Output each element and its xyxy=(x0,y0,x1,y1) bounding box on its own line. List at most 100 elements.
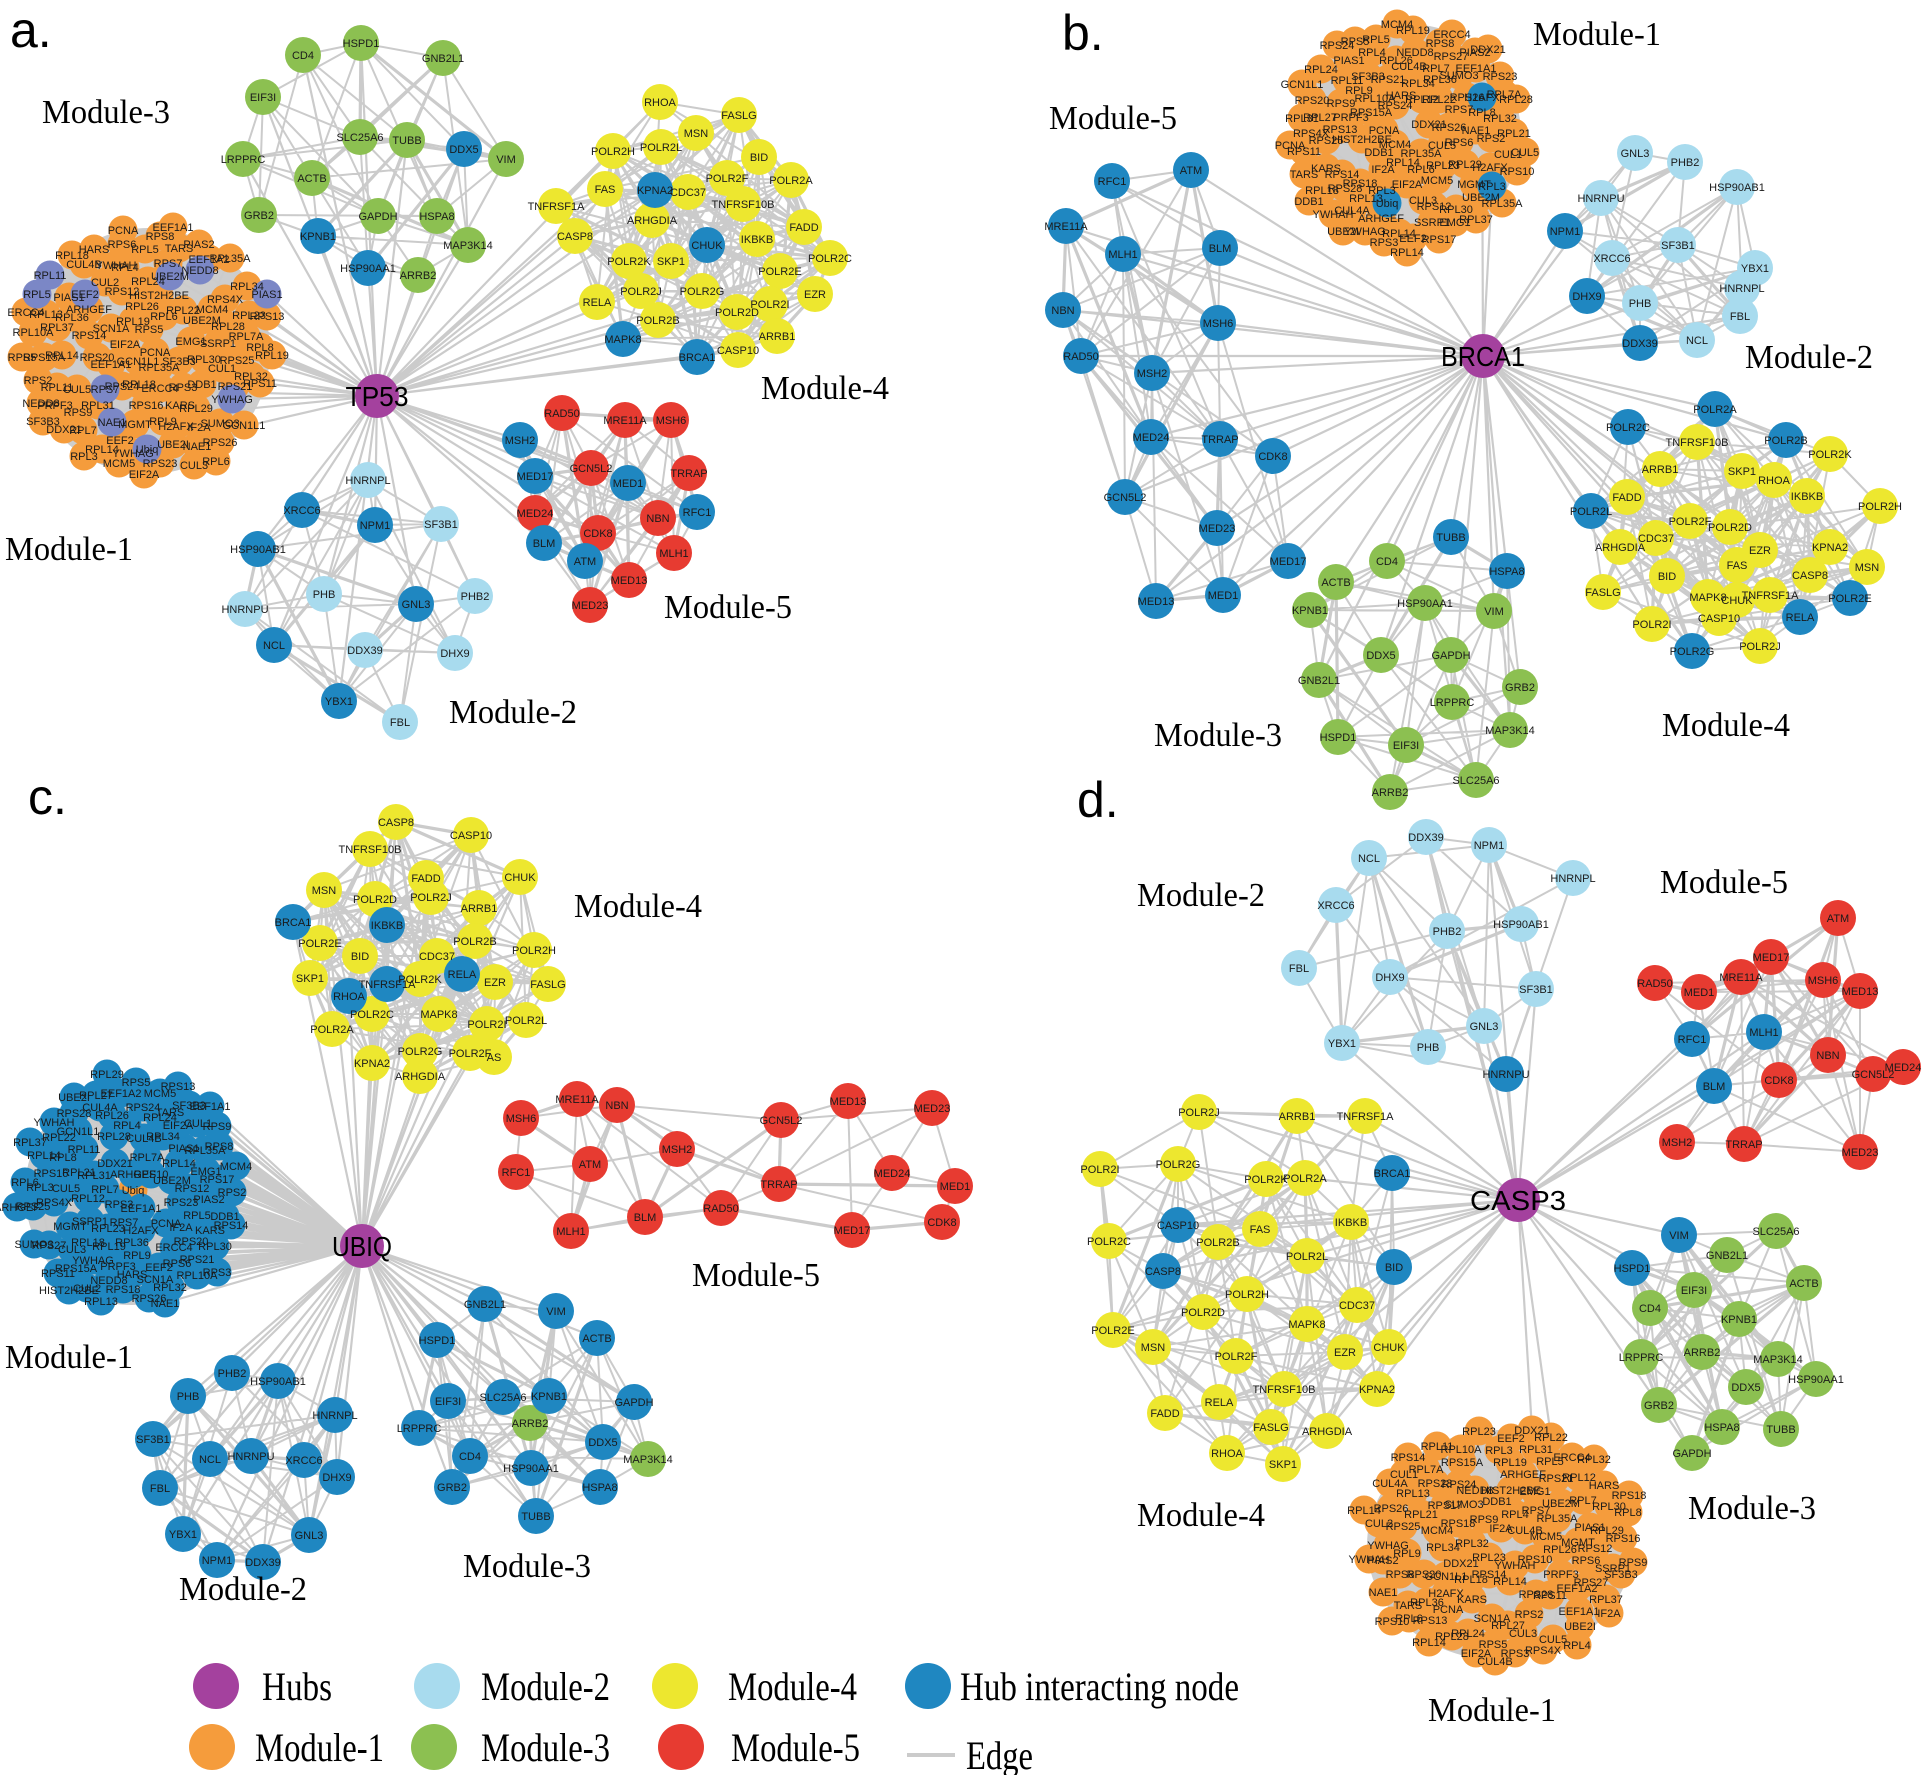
svg-text:RPS3: RPS3 xyxy=(105,1199,134,1211)
svg-text:RPS15A: RPS15A xyxy=(55,1263,98,1275)
svg-text:EEF2: EEF2 xyxy=(1399,233,1427,245)
svg-text:PHB2: PHB2 xyxy=(1671,157,1700,169)
svg-text:PHB: PHB xyxy=(313,589,336,601)
svg-text:IKBKB: IKBKB xyxy=(1791,491,1823,503)
svg-text:TRRAP: TRRAP xyxy=(1725,1139,1762,1151)
svg-text:RPL30: RPL30 xyxy=(187,354,221,366)
svg-text:DDB1: DDB1 xyxy=(210,1211,239,1223)
svg-text:RFC1: RFC1 xyxy=(502,1167,531,1179)
svg-text:CUL4B: CUL4B xyxy=(1477,1656,1512,1668)
svg-text:RPL14: RPL14 xyxy=(45,350,79,362)
svg-text:RPS14: RPS14 xyxy=(1391,1452,1426,1464)
svg-text:RPS23: RPS23 xyxy=(164,1197,199,1209)
svg-text:MSN: MSN xyxy=(684,128,709,140)
svg-text:KPNA2: KPNA2 xyxy=(1359,1384,1395,1396)
svg-text:RPL5: RPL5 xyxy=(1536,1456,1564,1468)
svg-text:MSN: MSN xyxy=(1141,1342,1166,1354)
svg-text:POLR2L: POLR2L xyxy=(505,1015,547,1027)
svg-text:RPS14: RPS14 xyxy=(1472,1569,1507,1581)
svg-text:RPL35A: RPL35A xyxy=(139,362,181,374)
svg-text:RPS5: RPS5 xyxy=(122,1077,151,1089)
svg-text:RPL11: RPL11 xyxy=(68,1144,101,1156)
svg-text:MAPK8: MAPK8 xyxy=(604,334,641,346)
svg-text:XRCC6: XRCC6 xyxy=(285,1455,322,1467)
svg-text:SKP1: SKP1 xyxy=(657,256,685,268)
svg-text:ARHGDIA: ARHGDIA xyxy=(1302,1426,1353,1438)
svg-text:IF2A: IF2A xyxy=(169,1222,193,1234)
svg-text:CUL2: CUL2 xyxy=(73,1283,101,1295)
svg-text:RPS24: RPS24 xyxy=(105,381,140,393)
svg-text:GAPDH: GAPDH xyxy=(1672,1448,1711,1460)
svg-text:PRPF3: PRPF3 xyxy=(1543,1569,1578,1581)
svg-text:RPL11: RPL11 xyxy=(1421,1441,1454,1453)
svg-text:GCN5L2: GCN5L2 xyxy=(570,463,613,475)
svg-text:NBN: NBN xyxy=(605,1100,628,1112)
svg-text:RAD50: RAD50 xyxy=(703,1203,738,1215)
svg-text:MSH6: MSH6 xyxy=(506,1113,537,1125)
svg-text:TNFRSF1A: TNFRSF1A xyxy=(359,979,417,991)
svg-text:RPL21: RPL21 xyxy=(1404,1509,1438,1521)
svg-text:TUBB: TUBB xyxy=(521,1511,550,1523)
svg-text:RPS21: RPS21 xyxy=(180,1254,215,1266)
svg-text:DDB1: DDB1 xyxy=(1364,147,1393,159)
svg-text:POLR2H: POLR2H xyxy=(512,945,556,957)
svg-text:PHB: PHB xyxy=(1417,1042,1440,1054)
svg-text:PIAS1: PIAS1 xyxy=(1574,1522,1605,1534)
svg-text:IKBKB: IKBKB xyxy=(1335,1217,1367,1229)
svg-text:RPL8: RPL8 xyxy=(49,1152,77,1164)
svg-text:PCNA: PCNA xyxy=(140,347,171,359)
svg-text:KPNA2: KPNA2 xyxy=(637,185,673,197)
svg-text:POLR2C: POLR2C xyxy=(1606,422,1650,434)
svg-text:GNB2L1: GNB2L1 xyxy=(464,1299,506,1311)
svg-text:GNL3: GNL3 xyxy=(295,1530,324,1542)
svg-text:RPL31: RPL31 xyxy=(1285,113,1319,125)
svg-text:Module-1: Module-1 xyxy=(255,1725,384,1770)
svg-text:NEDD8: NEDD8 xyxy=(181,265,218,277)
svg-text:RPS8: RPS8 xyxy=(1426,38,1455,50)
svg-text:RPL13: RPL13 xyxy=(84,1296,118,1308)
svg-text:RELA: RELA xyxy=(1205,1397,1234,1409)
svg-text:TRRAP: TRRAP xyxy=(670,468,707,480)
svg-text:DDX39: DDX39 xyxy=(1408,832,1443,844)
svg-text:NBN: NBN xyxy=(1816,1050,1839,1062)
svg-text:RFC1: RFC1 xyxy=(1098,176,1127,188)
svg-text:RPS23: RPS23 xyxy=(143,458,178,470)
svg-text:ARRB2: ARRB2 xyxy=(400,270,437,282)
svg-text:MGMT: MGMT xyxy=(1457,179,1491,191)
svg-text:RPL3: RPL3 xyxy=(1368,185,1396,197)
svg-text:RPL13: RPL13 xyxy=(1349,193,1383,205)
svg-text:RPL34: RPL34 xyxy=(146,1131,180,1143)
svg-text:CDC37: CDC37 xyxy=(1638,533,1674,545)
svg-text:Module-4: Module-4 xyxy=(1137,1497,1265,1534)
svg-text:DDX21: DDX21 xyxy=(97,1158,132,1170)
svg-text:BRCA1: BRCA1 xyxy=(679,352,716,364)
svg-text:MED24: MED24 xyxy=(1885,1062,1922,1074)
svg-text:NAE1: NAE1 xyxy=(98,417,127,429)
svg-text:RPL22: RPL22 xyxy=(42,1132,76,1144)
svg-text:GAPDH: GAPDH xyxy=(358,211,397,223)
svg-text:CUL5: CUL5 xyxy=(1428,140,1456,152)
svg-text:RPL3: RPL3 xyxy=(1485,1445,1513,1457)
svg-text:PIAS2: PIAS2 xyxy=(1459,47,1490,59)
svg-text:DDX39: DDX39 xyxy=(1622,338,1657,350)
svg-text:POLR2J: POLR2J xyxy=(1739,641,1781,653)
svg-text:RPS25: RPS25 xyxy=(220,355,255,367)
svg-text:RPS7: RPS7 xyxy=(1522,1505,1551,1517)
svg-text:HSPD1: HSPD1 xyxy=(1614,1263,1651,1275)
svg-text:RPS18: RPS18 xyxy=(106,1284,141,1296)
svg-text:NEDD8: NEDD8 xyxy=(90,1275,127,1287)
svg-text:RPL18: RPL18 xyxy=(55,250,89,262)
svg-text:H2AFX: H2AFX xyxy=(1472,162,1508,174)
svg-text:CHUK: CHUK xyxy=(504,872,536,884)
svg-text:POLR2L: POLR2L xyxy=(640,142,682,154)
svg-text:DDB1: DDB1 xyxy=(1482,1496,1511,1508)
svg-text:PIAS2: PIAS2 xyxy=(183,239,214,251)
svg-text:RPL11: RPL11 xyxy=(34,270,67,282)
svg-text:Module-3: Module-3 xyxy=(1154,717,1282,754)
svg-text:RPL23: RPL23 xyxy=(1426,160,1460,172)
svg-text:GCN1L1: GCN1L1 xyxy=(117,356,160,368)
svg-text:SF3B3: SF3B3 xyxy=(1351,71,1385,83)
svg-text:DDX21: DDX21 xyxy=(1470,44,1505,56)
svg-text:GRB2: GRB2 xyxy=(437,1482,467,1494)
svg-text:DDX21: DDX21 xyxy=(1443,1558,1478,1570)
